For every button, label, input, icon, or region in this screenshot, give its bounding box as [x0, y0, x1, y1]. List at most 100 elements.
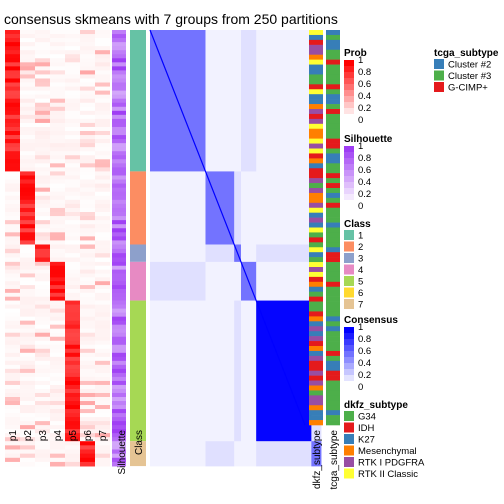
prob-cell: [50, 437, 65, 442]
legend-entry: RTK I PDGFRA: [358, 458, 425, 469]
prob-cell: [65, 392, 80, 398]
prob-cell: [95, 207, 110, 213]
prob-cell: [95, 82, 110, 87]
silhouette-cell: [112, 265, 126, 271]
legend-gradient-step: [344, 381, 354, 388]
column-label-p3: p3: [38, 430, 49, 442]
silhouette-cell: [112, 163, 126, 168]
prob-cell: [5, 312, 20, 318]
prob-cell: [95, 445, 110, 450]
column-label-p7: p7: [98, 430, 109, 442]
prob-cell: [35, 171, 50, 176]
prob-cell: [5, 273, 20, 278]
prob-cell: [65, 312, 80, 318]
prob-cell: [80, 285, 95, 290]
tcga-cell: [326, 94, 340, 100]
dkfz-cell: [309, 286, 323, 292]
tcga-cell: [326, 183, 340, 189]
prob-cell: [50, 449, 65, 455]
dkfz-cell: [309, 143, 323, 149]
prob-cell: [35, 257, 50, 263]
prob-cell: [65, 143, 80, 148]
prob-cell: [50, 300, 65, 305]
prob-cell: [5, 401, 20, 406]
prob-cell: [80, 62, 95, 67]
tcga-cell: [326, 138, 340, 144]
legend-entry: 3: [358, 254, 363, 265]
prob-cell: [95, 332, 110, 338]
legend-tick: 0: [358, 115, 363, 126]
consensus-block: [234, 30, 242, 172]
tcga-cell: [326, 346, 340, 352]
prob-cell: [95, 253, 110, 258]
prob-cell: [50, 232, 65, 237]
prob-cell: [35, 292, 50, 298]
prob-cell: [50, 106, 65, 112]
dkfz-cell: [309, 89, 323, 95]
prob-cell: [95, 163, 110, 168]
prob-cell: [65, 261, 80, 267]
dkfz-cell: [309, 420, 323, 426]
prob-cell: [5, 417, 20, 422]
legend-gradient-step: [344, 339, 354, 346]
prob-cell: [35, 232, 50, 237]
prob-cell: [80, 401, 95, 406]
dkfz-cell: [309, 212, 323, 218]
dkfz-cell: [309, 311, 323, 317]
prob-cell: [35, 66, 50, 71]
prob-cell: [95, 58, 110, 63]
dkfz-cell: [309, 74, 323, 80]
silhouette-cell: [112, 449, 126, 455]
silhouette-cell: [112, 244, 126, 250]
dkfz-cell: [309, 30, 323, 36]
prob-cell: [5, 449, 20, 455]
prob-cell: [20, 421, 35, 426]
prob-cell: [50, 288, 65, 294]
prob-cell: [65, 163, 80, 168]
prob-cell: [65, 413, 80, 418]
prob-cell: [50, 417, 65, 422]
prob-cell: [95, 273, 110, 278]
silhouette-cell: [112, 332, 126, 338]
legend-gradient-step: [344, 333, 354, 340]
prob-cell: [50, 388, 65, 394]
prob-cell: [5, 453, 20, 459]
tcga-cell: [326, 207, 340, 213]
class-block-5: [130, 300, 146, 442]
prob-cell: [5, 131, 20, 136]
prob-cell: [35, 207, 50, 213]
prob-cell: [5, 413, 20, 418]
silhouette-cell: [112, 356, 126, 362]
silhouette-cell: [112, 30, 126, 35]
prob-cell: [65, 453, 80, 459]
tcga-cell: [326, 410, 340, 416]
column-label-silhouette: Silhouette: [117, 430, 128, 475]
legend-tick: 1: [358, 55, 363, 66]
prob-cell: [65, 94, 80, 100]
prob-cell: [50, 203, 65, 209]
consensus-block: [205, 261, 235, 301]
consensus-block: [234, 171, 242, 245]
legend-entry: Mesenchymal: [358, 446, 417, 457]
silhouette-cell: [112, 457, 126, 463]
silhouette-cell: [112, 131, 126, 136]
prob-cell: [80, 30, 95, 35]
prob-cell: [50, 320, 65, 326]
silhouette-cell: [112, 433, 126, 438]
prob-cell: [65, 183, 80, 189]
tcga-cell: [326, 69, 340, 75]
prob-cell: [5, 261, 20, 267]
prob-cell: [65, 269, 80, 274]
prob-cell: [5, 118, 20, 124]
prob-cell: [20, 425, 35, 430]
prob-cell: [20, 159, 35, 164]
prob-cell: [80, 191, 95, 197]
prob-cell: [80, 163, 95, 168]
silhouette-cell: [112, 405, 126, 410]
silhouette-cell: [112, 352, 126, 358]
prob-cell: [35, 281, 50, 286]
silhouette-cell: [112, 429, 126, 434]
prob-cell: [95, 228, 110, 233]
prob-cell: [95, 86, 110, 91]
prob-cell: [50, 316, 65, 322]
